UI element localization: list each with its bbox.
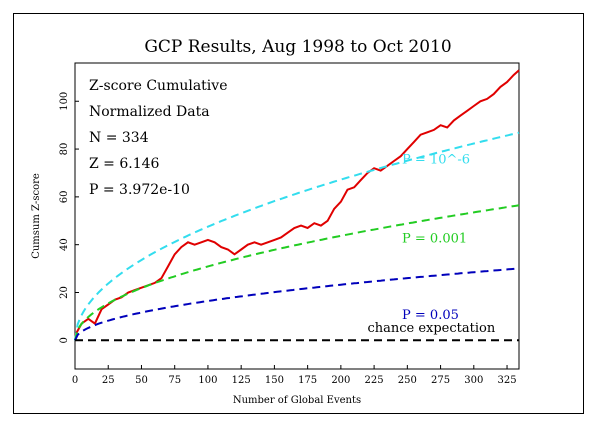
- series-lines: [74, 69, 520, 342]
- y-tick-label: 40: [59, 238, 70, 251]
- plot-frame: [74, 62, 520, 370]
- series-label-p-0-001: P = 0.001: [402, 231, 467, 246]
- y-tick-label: 100: [59, 92, 70, 111]
- figure-border: [13, 13, 584, 414]
- x-tick-label: 225: [365, 375, 384, 386]
- series-label-chance-expectation: chance expectation: [367, 321, 495, 336]
- series-label-p-10-6: P = 10^-6: [402, 152, 470, 167]
- y-axis-ticks: 0 20 40 60 80 100: [59, 92, 79, 344]
- y-tick-label: 60: [59, 191, 70, 204]
- x-tick-label: 125: [232, 375, 251, 386]
- series-label-p-0-05: P = 0.05: [402, 308, 459, 323]
- y-tick-label: 0: [59, 337, 70, 343]
- series-line-p-10-6: [74, 131, 520, 341]
- stats-line: P = 3.972e-10: [89, 182, 190, 198]
- stats-annotation: Z-score Cumulative Normalized Data N = 334…: [89, 78, 227, 198]
- plot-area: 0 25 50 75 100 125 150 175 200 225 250 275 300 325 0 2…: [59, 62, 520, 386]
- x-tick-label: 0: [72, 375, 78, 386]
- stats-line: N = 334: [89, 130, 149, 146]
- x-axis-label: Number of Global Events: [233, 395, 361, 406]
- x-tick-label: 100: [198, 375, 217, 386]
- x-tick-label: 50: [135, 375, 148, 386]
- x-tick-label: 175: [298, 375, 317, 386]
- y-tick-label: 20: [59, 286, 70, 299]
- x-axis-ticks: 0 25 50 75 100 125 150 175 200 225 250 275 300 325: [72, 365, 517, 386]
- stats-line: Normalized Data: [89, 104, 210, 120]
- series-line-p-0-001: [74, 204, 520, 341]
- x-tick-label: 250: [398, 375, 417, 386]
- x-tick-label: 75: [168, 375, 181, 386]
- x-tick-label: 150: [265, 375, 284, 386]
- x-tick-label: 275: [431, 375, 450, 386]
- stats-line: Z-score Cumulative: [89, 78, 227, 94]
- stats-line: Z = 6.146: [89, 156, 160, 172]
- y-tick-label: 80: [59, 143, 70, 156]
- x-tick-label: 325: [497, 375, 516, 386]
- chart-title: GCP Results, Aug 1998 to Oct 2010: [144, 37, 451, 57]
- x-tick-label: 25: [102, 375, 115, 386]
- series-line-p-0-05: [74, 267, 520, 341]
- x-tick-label: 200: [331, 375, 350, 386]
- x-tick-label: 300: [464, 375, 483, 386]
- y-axis-label: Cumsum Z-score: [31, 173, 42, 259]
